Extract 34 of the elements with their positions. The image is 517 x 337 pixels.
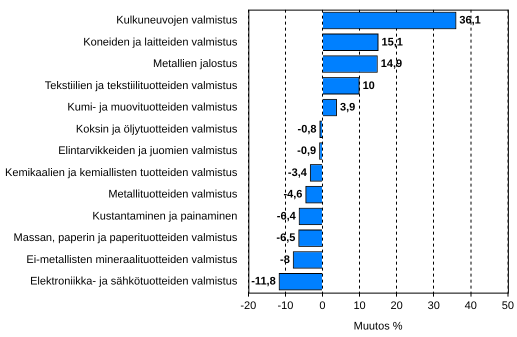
data-label: -0,8 — [298, 123, 317, 136]
y-tick-label: Elintarvikkeiden ja juomien valmistus — [58, 145, 238, 158]
y-tick-label: Kemikaalien ja kemiallisten tuotteiden valmistus — [4, 166, 238, 179]
data-label: 15,1 — [381, 36, 403, 48]
data-label: -4,6 — [283, 188, 302, 201]
data-label: -6,4 — [276, 210, 297, 222]
data-label: -11,8 — [251, 276, 276, 288]
x-tick-label: 0 — [319, 300, 326, 312]
x-axis-title: Muutos % — [354, 320, 403, 332]
x-tick-label: 50 — [502, 300, 514, 312]
x-tick-label: 40 — [464, 300, 477, 312]
x-tick-label: 10 — [353, 300, 366, 312]
y-tick-label: Metallien jalostus — [152, 58, 238, 70]
x-tick-label: -10 — [277, 300, 294, 312]
data-label: -3,4 — [288, 166, 308, 179]
y-tick-label: Ei-metallisten mineraalituotteiden valmistus — [26, 254, 238, 266]
data-label: -0,9 — [297, 145, 316, 158]
data-label: 14,9 — [380, 58, 402, 70]
y-tick-label: Koneiden ja laitteiden valmistus — [83, 36, 238, 48]
x-tick-label: 20 — [390, 300, 403, 312]
data-label: 10 — [362, 80, 375, 92]
y-tick-label: Kumi- ja muovituotteiden valmistus — [67, 102, 238, 114]
y-tick-label: Tekstiilien ja tekstiilituotteiden valmistus — [44, 80, 238, 92]
y-tick-label: Koksin ja öljytuotteiden valmistus — [76, 123, 238, 136]
y-tick-label: Kulkuneuvojen valmistus — [116, 14, 238, 27]
x-tick-label: 30 — [428, 300, 440, 312]
y-tick-label: Elektroniikka- ja sähkötuotteiden valmistus — [30, 276, 238, 288]
data-label: 3,9 — [340, 102, 356, 114]
y-tick-label: Massan, paperin ja paperituotteiden valmistus — [14, 232, 238, 244]
data-label: 36,1 — [459, 14, 481, 27]
x-tick-label: -20 — [240, 300, 256, 312]
y-tick-label: Metallituotteiden valmistus — [108, 188, 238, 201]
data-label: -6,5 — [276, 232, 296, 244]
y-tick-label: Kustantaminen ja painaminen — [92, 210, 238, 222]
